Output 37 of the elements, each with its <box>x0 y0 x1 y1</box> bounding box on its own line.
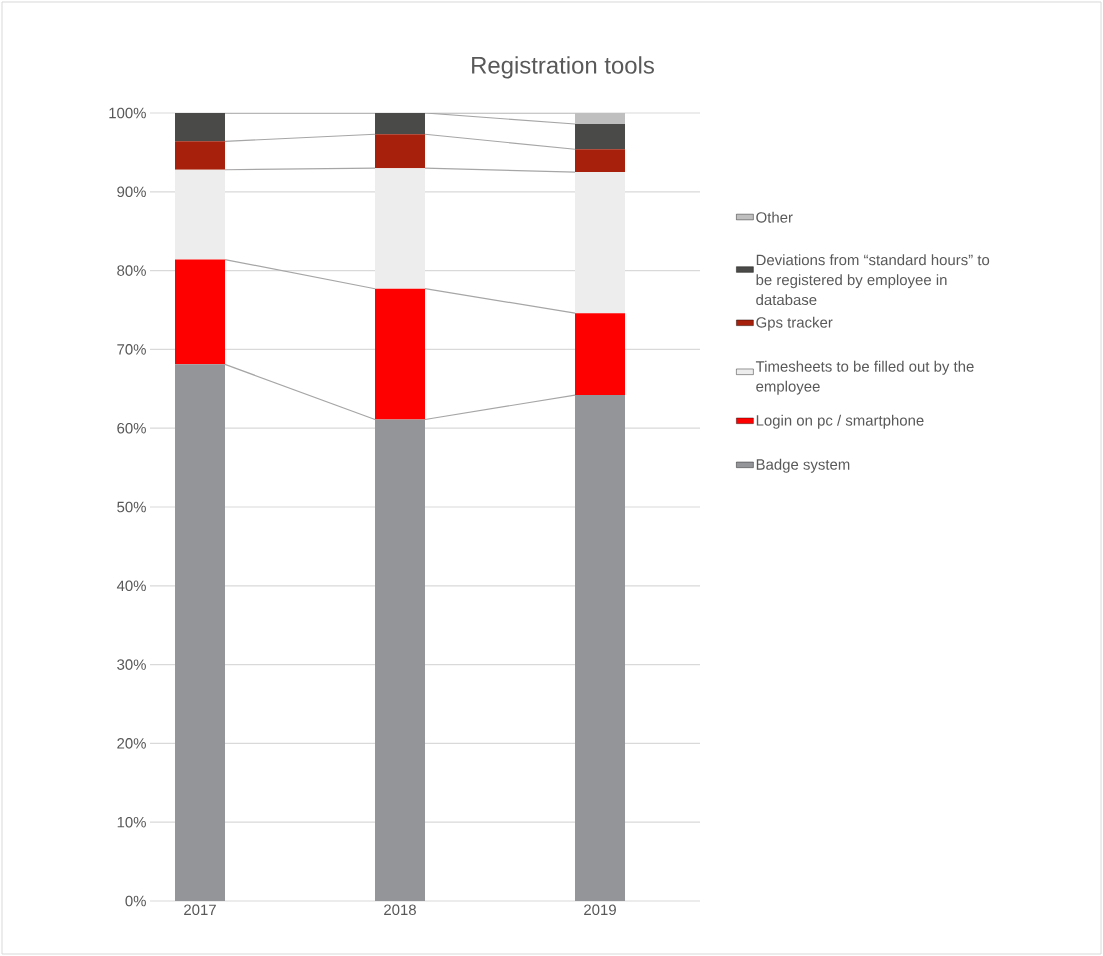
y-tick-label: 90% <box>117 186 146 198</box>
bar <box>175 141 225 170</box>
x-tick-label: 2019 <box>584 904 616 916</box>
legend-label: Gps tracker <box>756 316 833 331</box>
bar <box>575 395 626 901</box>
bar <box>175 112 225 142</box>
y-tick-label: 40% <box>116 580 146 592</box>
legend-label: Login on pc / smartphone <box>756 414 924 429</box>
y-tick-label: 60% <box>117 422 146 434</box>
y-tick-label: 80% <box>117 265 146 276</box>
x-tick-label: 2017 <box>184 904 216 916</box>
bar <box>375 288 425 420</box>
y-tick-label: 20% <box>117 738 146 749</box>
bar <box>375 112 425 135</box>
y-tick-label: 100% <box>109 107 146 119</box>
bar <box>175 169 225 260</box>
chart-title: Registration tools <box>472 56 654 79</box>
bar <box>175 364 225 901</box>
bar <box>175 259 225 365</box>
x-tick-label: 2018 <box>384 904 416 916</box>
legend-label: Deviations from “standard hours” to be registered by employee in database <box>756 254 990 306</box>
bar <box>575 313 626 396</box>
bar <box>575 172 626 314</box>
y-tick-label: 30% <box>117 659 146 670</box>
legend-label: Badge system <box>756 458 850 473</box>
bar <box>575 124 626 150</box>
bar <box>375 134 425 169</box>
y-tick-label: 50% <box>117 501 146 513</box>
legend-label: Timesheets to be filled out by the employee <box>755 360 974 395</box>
bar <box>375 419 425 901</box>
legend-label: Other <box>756 211 793 223</box>
bar <box>375 168 425 289</box>
bar <box>575 149 626 173</box>
y-tick-label: 0% <box>125 895 146 907</box>
bar <box>575 112 626 125</box>
y-tick-label: 10% <box>117 816 146 828</box>
y-tick-label: 70% <box>117 344 146 355</box>
